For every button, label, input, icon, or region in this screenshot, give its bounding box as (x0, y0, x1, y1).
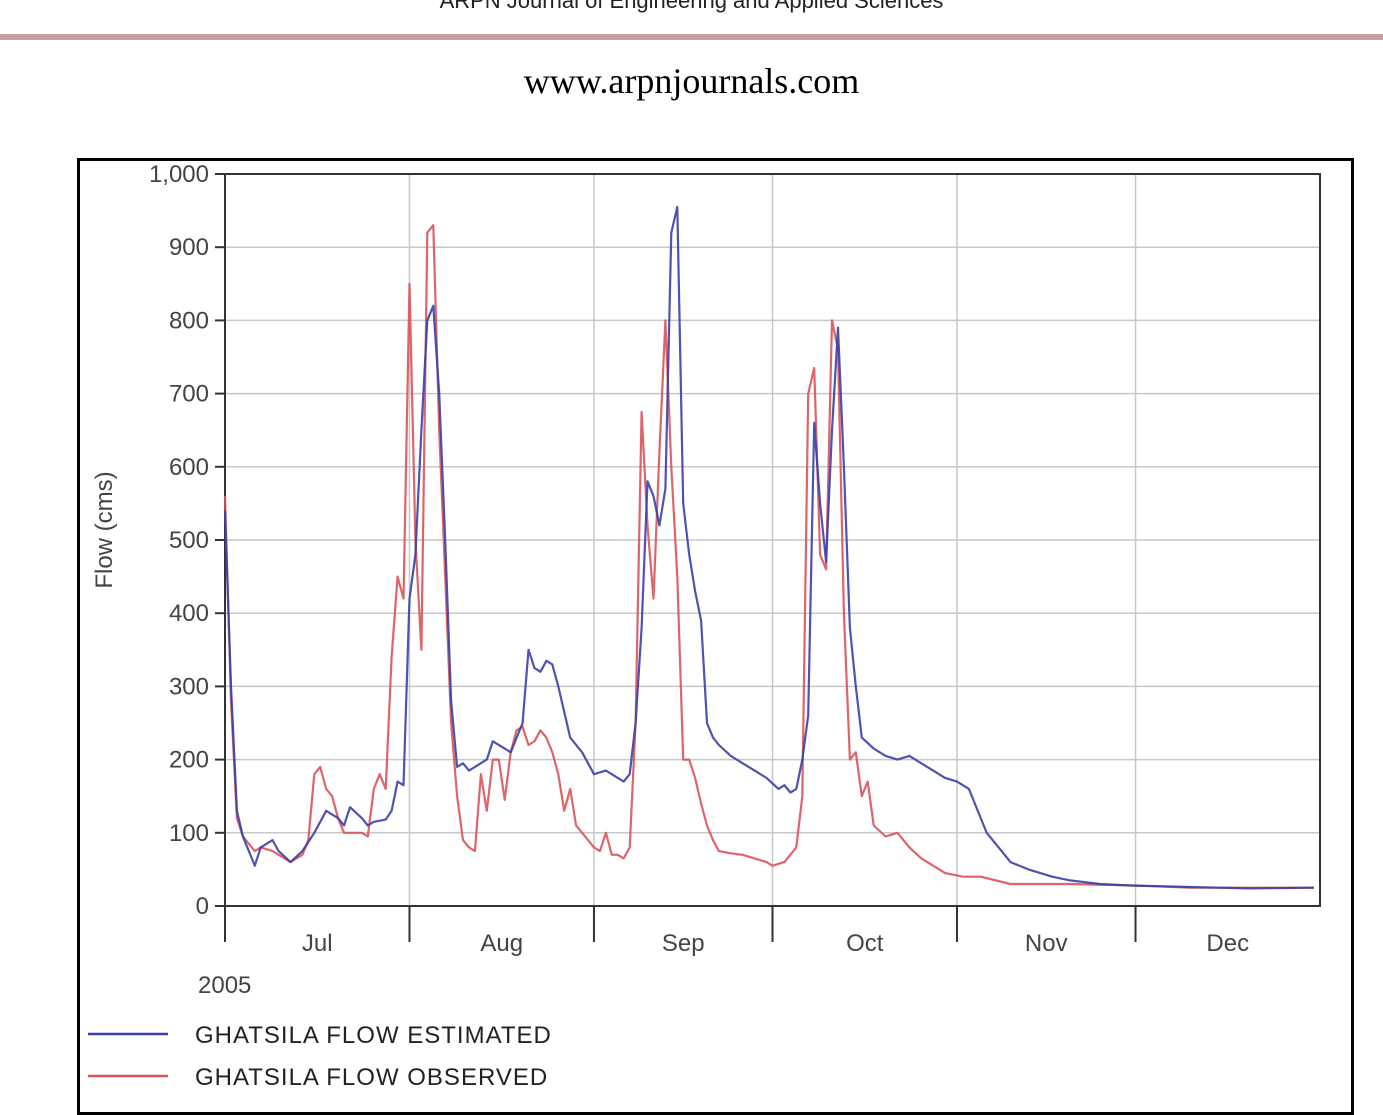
series-line-estimated (223, 205, 1315, 890)
y-tick-label: 1,000 (149, 161, 209, 188)
y-tick-label: 500 (169, 527, 209, 554)
x-tick-label: Sep (662, 930, 705, 957)
x-tick-label: Dec (1206, 930, 1249, 957)
y-tick-label: 300 (169, 673, 209, 700)
series-layer (223, 205, 1315, 890)
site-url: www.arpnjournals.com (523, 61, 860, 101)
y-tick-label: 100 (169, 820, 209, 847)
legend: GHATSILA FLOW ESTIMATED GHATSILA FLOW OBS… (88, 1022, 552, 1091)
x-year-label: 2005 (198, 972, 251, 999)
x-tick-label: Aug (480, 930, 523, 957)
y-tick-label: 600 (169, 454, 209, 481)
legend-label-estimated: GHATSILA FLOW ESTIMATED (195, 1022, 552, 1049)
header-rule (0, 34, 1383, 40)
y-tick-label: 700 (169, 381, 209, 408)
axis-layer: 0 100 200 300 400 500 600 700 800 900 1,000 Jul Aug S… (91, 161, 1321, 999)
y-tick-label: 900 (169, 234, 209, 261)
x-tick-label: Nov (1025, 930, 1068, 957)
x-tick-label: Jul (302, 930, 333, 957)
grid-layer (225, 173, 1320, 906)
flow-chart: 0 100 200 300 400 500 600 700 800 900 1,000 Jul Aug S… (88, 161, 1321, 1091)
y-tick-label: 800 (169, 307, 209, 334)
x-tick-label: Oct (846, 930, 884, 957)
y-tick-label: 200 (169, 747, 209, 774)
series-line-observed (223, 224, 1314, 889)
legend-label-observed: GHATSILA FLOW OBSERVED (195, 1064, 548, 1091)
y-tick-label: 0 (196, 893, 209, 920)
y-tick-label: 400 (169, 600, 209, 627)
y-axis-title: Flow (cms) (91, 471, 118, 588)
figure-frame: 0 100 200 300 400 500 600 700 800 900 1,000 Jul Aug S… (77, 158, 1354, 1115)
journal-header: ARPN Journal of Engineering and Applied … (439, 0, 944, 13)
